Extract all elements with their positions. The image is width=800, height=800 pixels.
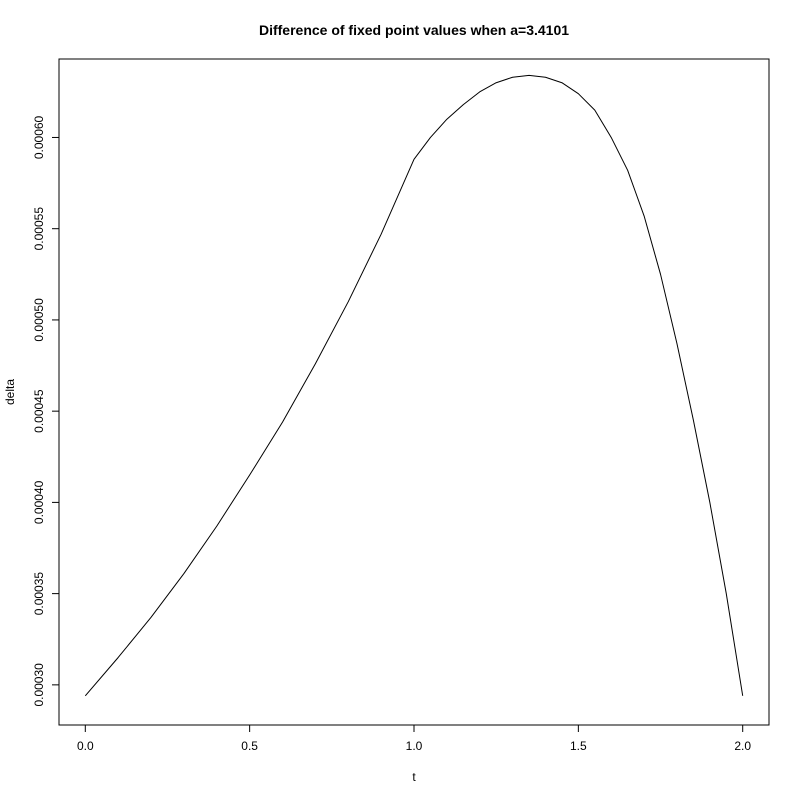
x-tick-label: 1.0	[406, 739, 423, 753]
y-tick-label: 0.00060	[32, 115, 46, 159]
chart-title: Difference of fixed point values when a=…	[259, 22, 569, 38]
x-axis-label: t	[412, 770, 416, 784]
y-axis: 0.00030 0.00035 0.00040 0.00045 0.00050 0.000…	[32, 115, 60, 707]
series-layer	[84, 74, 744, 697]
x-axis: 0.0 0.5 1.0 1.5 2.0	[77, 724, 751, 753]
y-tick-label: 0.00030	[32, 663, 46, 707]
y-tick-label: 0.00055	[32, 207, 46, 251]
y-tick-label: 0.00050	[32, 298, 46, 342]
series-line-0	[84, 74, 744, 697]
x-tick-label: 2.0	[734, 739, 751, 753]
x-tick-label: 1.5	[570, 739, 587, 753]
y-tick-label: 0.00035	[32, 572, 46, 616]
y-tick-label: 0.00040	[32, 480, 46, 524]
x-tick-label: 0.0	[77, 739, 94, 753]
y-tick-label: 0.00045	[32, 389, 46, 433]
y-axis-label: delta	[3, 379, 17, 405]
x-tick-label: 0.5	[241, 739, 258, 753]
